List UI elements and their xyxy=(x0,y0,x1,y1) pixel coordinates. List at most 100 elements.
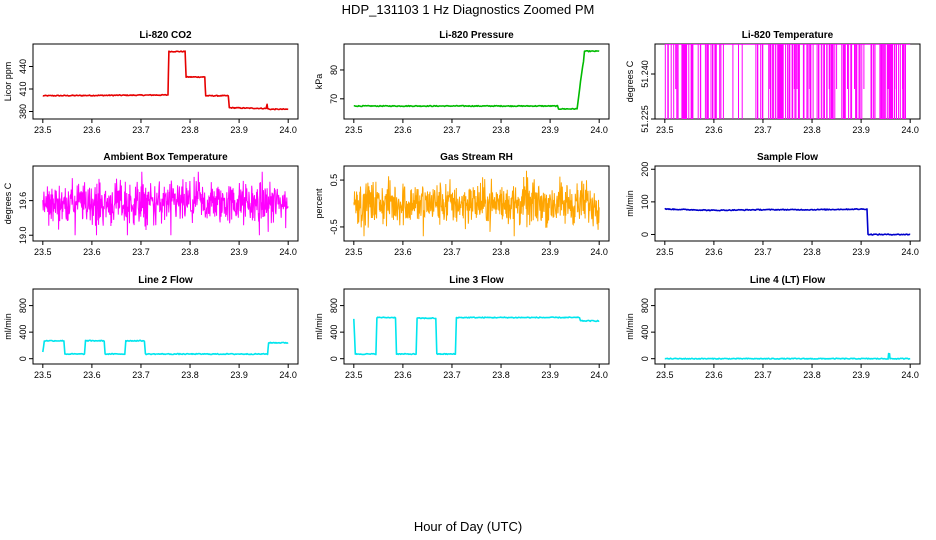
y-tick-label: 400 xyxy=(18,325,28,340)
x-tick-label: 23.9 xyxy=(541,247,559,257)
y-tick-label: 400 xyxy=(640,325,650,340)
x-tick-label: 23.5 xyxy=(656,125,674,135)
x-tick-label: 23.6 xyxy=(394,125,412,135)
x-tick-label: 23.7 xyxy=(132,125,150,135)
x-tick-label: 24.0 xyxy=(901,125,919,135)
plot-frame xyxy=(32,43,299,120)
panel-1: Li-820 CO2 23.5 23.6 23.7 23.8 23.9 24.0 380 410… xyxy=(3,30,299,135)
y-tick-label: 380 xyxy=(18,104,28,119)
x-tick-label: 23.8 xyxy=(492,370,510,380)
y-axis-label: percent xyxy=(314,188,324,219)
x-tick-label: 23.8 xyxy=(492,125,510,135)
y-tick-label: 400 xyxy=(329,325,339,340)
x-tick-label: 23.5 xyxy=(34,247,52,257)
y-tick-label: 19.6 xyxy=(18,192,28,210)
series-spikes xyxy=(664,44,906,119)
panel-title: Sample Flow xyxy=(757,152,818,163)
x-tick-label: 23.7 xyxy=(132,247,150,257)
x-tick-label: 23.7 xyxy=(443,247,461,257)
series-line xyxy=(353,49,600,110)
x-tick-label: 23.7 xyxy=(443,125,461,135)
x-tick-label: 24.0 xyxy=(279,370,297,380)
figure-title: HDP_131103 1 Hz Diagnostics Zoomed PM xyxy=(342,2,595,17)
x-tick-label: 23.6 xyxy=(83,125,101,135)
x-tick-label: 23.7 xyxy=(754,247,772,257)
panel-title: Ambient Box Temperature xyxy=(103,152,228,163)
x-tick-label: 23.9 xyxy=(230,370,248,380)
panel-6: Sample Flow 23.5 23.6 23.7 23.8 23.9 24.0 0 100 2… xyxy=(625,152,921,257)
panel-3: Li-820 Temperature 23.5 23.6 23.7 23.8 23.9 24… xyxy=(625,30,921,135)
x-tick-label: 24.0 xyxy=(279,125,297,135)
y-tick-label: 19.0 xyxy=(18,226,28,244)
x-tick-label: 23.5 xyxy=(656,370,674,380)
y-tick-label: -0.5 xyxy=(329,219,339,235)
panel-title: Li-820 CO2 xyxy=(139,30,192,41)
y-tick-label: 800 xyxy=(329,298,339,313)
x-axis-label: Hour of Day (UTC) xyxy=(414,519,522,534)
y-axis-label: ml/min xyxy=(314,313,324,340)
y-axis-label: kPa xyxy=(314,74,324,90)
x-tick-label: 24.0 xyxy=(901,247,919,257)
y-axis-label: ml/min xyxy=(625,313,635,340)
plot-area xyxy=(353,316,600,356)
panel-7: Line 2 Flow 23.5 23.6 23.7 23.8 23.9 24.0 0 400 8… xyxy=(3,275,299,380)
y-axis-label: ml/min xyxy=(3,313,13,340)
panel-title: Line 4 (LT) Flow xyxy=(750,275,826,286)
y-tick-label: 70 xyxy=(329,94,339,104)
x-tick-label: 23.7 xyxy=(754,370,772,380)
x-tick-label: 23.9 xyxy=(230,247,248,257)
plot-area xyxy=(664,44,911,119)
plot-area xyxy=(42,171,289,236)
x-tick-label: 23.8 xyxy=(803,247,821,257)
x-tick-label: 23.5 xyxy=(345,247,363,257)
x-tick-label: 23.6 xyxy=(394,370,412,380)
y-tick-label: 0 xyxy=(18,356,28,361)
x-tick-label: 23.6 xyxy=(705,370,723,380)
x-tick-label: 23.6 xyxy=(83,247,101,257)
y-axis-label: ml/min xyxy=(625,190,635,217)
panel-title: Li-820 Temperature xyxy=(742,30,834,41)
y-tick-label: 200 xyxy=(640,162,650,177)
panel-grid: Li-820 CO2 23.5 23.6 23.7 23.8 23.9 24.0 380 410… xyxy=(3,30,921,380)
x-tick-label: 23.5 xyxy=(656,247,674,257)
x-tick-label: 24.0 xyxy=(590,125,608,135)
x-tick-label: 23.8 xyxy=(803,370,821,380)
x-tick-label: 23.7 xyxy=(443,370,461,380)
panel-8: Line 3 Flow 23.5 23.6 23.7 23.8 23.9 24.0 0 400 8… xyxy=(314,275,610,380)
y-tick-label: 80 xyxy=(329,65,339,75)
plot-frame xyxy=(32,288,299,365)
x-tick-label: 23.5 xyxy=(34,370,52,380)
y-axis-label: degrees C xyxy=(3,182,13,224)
y-tick-label: 51.225 xyxy=(640,105,650,133)
x-tick-label: 23.6 xyxy=(83,370,101,380)
series-line xyxy=(42,50,289,111)
y-tick-label: 410 xyxy=(18,81,28,96)
plot-area xyxy=(664,207,911,236)
plot-area xyxy=(353,170,600,237)
x-tick-label: 23.8 xyxy=(492,247,510,257)
x-tick-label: 23.9 xyxy=(852,370,870,380)
panel-4: Ambient Box Temperature 23.5 23.6 23.7 23.8 2… xyxy=(3,152,299,257)
x-tick-label: 23.5 xyxy=(345,125,363,135)
x-tick-label: 23.8 xyxy=(181,125,199,135)
plot-frame xyxy=(654,165,921,242)
panel-title: Line 3 Flow xyxy=(449,275,504,286)
plot-area xyxy=(42,50,289,111)
x-tick-label: 24.0 xyxy=(590,247,608,257)
panel-5: Gas Stream RH 23.5 23.6 23.7 23.8 23.9 24.0 -0.… xyxy=(314,152,610,257)
y-tick-label: 0 xyxy=(640,232,650,237)
y-tick-label: 440 xyxy=(18,59,28,74)
series-line xyxy=(353,170,600,237)
x-tick-label: 23.5 xyxy=(345,370,363,380)
x-tick-label: 23.6 xyxy=(705,125,723,135)
panel-title: Li-820 Pressure xyxy=(439,30,514,41)
panel-9: Line 4 (LT) Flow 23.5 23.6 23.7 23.8 23.9 24.0… xyxy=(625,275,921,380)
y-tick-label: 51.240 xyxy=(640,60,650,88)
plot-area xyxy=(664,352,911,360)
y-tick-label: 800 xyxy=(18,298,28,313)
x-tick-label: 23.9 xyxy=(541,125,559,135)
panel-2: Li-820 Pressure 23.5 23.6 23.7 23.8 23.9 24.0 7… xyxy=(314,30,610,135)
panel-title: Gas Stream RH xyxy=(440,152,513,163)
y-tick-label: 0 xyxy=(329,356,339,361)
